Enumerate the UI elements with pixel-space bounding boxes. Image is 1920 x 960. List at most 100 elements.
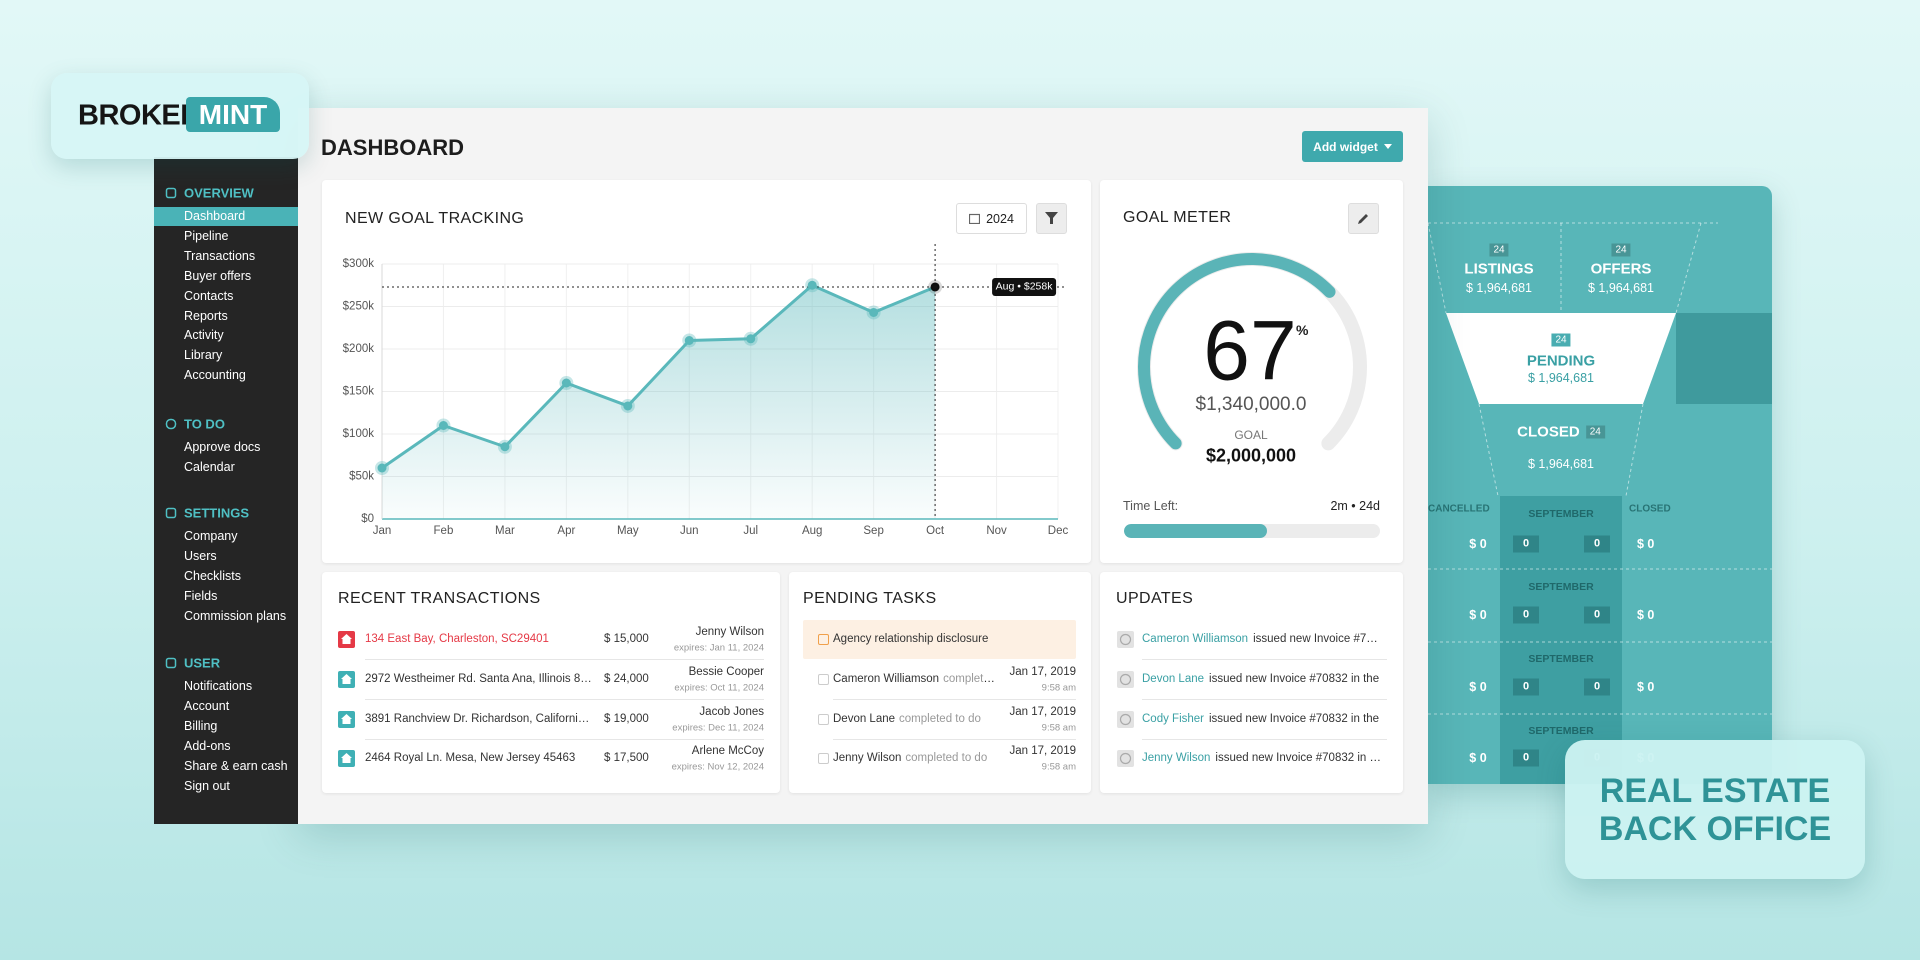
- month-label: SEPTEMBER: [1528, 725, 1594, 737]
- icon-shape: [341, 713, 352, 724]
- time-left-label: Time Left:: [1123, 499, 1179, 513]
- gauge: [1137, 252, 1367, 451]
- x-tick-label: May: [617, 525, 639, 537]
- nav-item[interactable]: Dashboard: [184, 209, 246, 223]
- expires: expires: Oct 11, 2024: [674, 682, 764, 694]
- contact-name: Bessie Cooper: [688, 666, 764, 678]
- nav-item[interactable]: Contacts: [184, 288, 234, 303]
- card-title: UPDATES: [1116, 590, 1194, 607]
- nav-item[interactable]: Commission plans: [184, 608, 287, 623]
- checkbox[interactable]: [818, 633, 829, 645]
- nav-item[interactable]: Fields: [184, 588, 218, 603]
- tasks-card: PENDING TASKS Agency relationship disclos…: [789, 572, 1091, 793]
- column-header: CANCELLED: [1428, 503, 1490, 515]
- row-separator: [833, 739, 1076, 740]
- checkbox[interactable]: [818, 752, 829, 764]
- y-tick-label: $150k: [343, 386, 375, 398]
- time-left: 2m • 24d: [1330, 499, 1380, 513]
- update-name[interactable]: Devon Lane: [1142, 673, 1205, 685]
- badge-line: BACK OFFICE: [1598, 809, 1832, 848]
- updates-card: UPDATES Cameron Williamson issued new Invo…: [1100, 572, 1403, 793]
- icon-shape: [165, 187, 177, 199]
- nav-item[interactable]: Transactions: [184, 248, 256, 263]
- checkbox[interactable]: [818, 713, 829, 725]
- task-date: Jan 17, 2019: [1009, 706, 1076, 718]
- stage-label: CLOSED: [1517, 423, 1580, 441]
- nav-item[interactable]: Calendar: [184, 459, 235, 474]
- nav-item[interactable]: Reports: [184, 308, 228, 323]
- update-name[interactable]: Cody Fisher: [1142, 713, 1204, 725]
- update-text: Cody Fisher issued new Invoice #70832 in …: [1142, 713, 1381, 725]
- edit-button[interactable]: [1348, 203, 1379, 234]
- add-widget-button[interactable]: Add widget: [1302, 131, 1403, 162]
- amount: $ 0: [1469, 537, 1487, 551]
- task-text: Jenny Wilson completed to do: [833, 752, 995, 764]
- update-name[interactable]: Jenny Wilson: [1142, 752, 1211, 764]
- x-tick-label: Mar: [495, 525, 515, 537]
- nav-section-title: TO DO: [184, 416, 225, 432]
- nav-section-title: SETTINGS: [184, 505, 250, 521]
- icon-shape: [341, 752, 352, 763]
- update-icon: [1117, 630, 1134, 648]
- stage-value: $ 1,964,681: [1465, 281, 1533, 295]
- annotation-box: [992, 277, 1057, 296]
- nav-item[interactable]: Users: [184, 548, 217, 563]
- nav-item[interactable]: Account: [184, 698, 230, 713]
- annotation: Aug • $258k: [996, 281, 1054, 293]
- y-tick-label: $100k: [343, 428, 375, 440]
- x-tick-label: Dec: [1048, 525, 1069, 537]
- row-separator: [833, 699, 1076, 700]
- update-icon: [1117, 749, 1134, 767]
- nav-item[interactable]: Billing: [184, 718, 218, 733]
- icon-bg: [1117, 630, 1134, 648]
- task-date: Jan 17, 2019: [1009, 745, 1076, 757]
- nav-item[interactable]: Accounting: [184, 368, 246, 383]
- amount: $ 19,000: [604, 713, 649, 725]
- task-name: Agency relationship disclosure: [833, 633, 989, 645]
- icon-shape: [165, 657, 177, 669]
- count-box: 0: [1584, 535, 1610, 553]
- nav-item[interactable]: Buyer offers: [184, 268, 252, 283]
- icon-shape: [165, 418, 177, 430]
- section-icon: [165, 418, 177, 430]
- section-icon: [165, 187, 177, 199]
- nav-item[interactable]: Pipeline: [184, 228, 229, 243]
- time-bar: [1124, 524, 1380, 538]
- count-box: 0: [1584, 606, 1610, 624]
- amount: $ 24,000: [604, 673, 649, 685]
- task-text: Devon Lane completed to do: [833, 713, 995, 725]
- nav-item[interactable]: Library: [184, 348, 223, 363]
- task-name: Jenny Wilson: [833, 752, 902, 764]
- year-button[interactable]: 2024: [956, 203, 1027, 234]
- address: 2464 Royal Ln. Mesa, New Jersey 45463: [365, 752, 576, 764]
- nav-active: [154, 206, 298, 226]
- x-tick-label: Jun: [680, 525, 699, 537]
- nav-item[interactable]: Sign out: [184, 778, 230, 793]
- update-name[interactable]: Cameron Williamson: [1142, 633, 1249, 645]
- task-date: Jan 17, 2019: [1009, 666, 1076, 678]
- row-separator: [365, 739, 764, 740]
- point: [682, 333, 697, 348]
- nav-item[interactable]: Company: [184, 529, 238, 543]
- nav-item[interactable]: Notifications: [184, 679, 253, 693]
- stage-value: $ 1,964,681: [1527, 371, 1595, 385]
- nav-item[interactable]: Approve docs: [184, 440, 261, 454]
- stage-count: 24: [1489, 243, 1509, 257]
- checkbox[interactable]: [818, 673, 829, 685]
- nav-item[interactable]: Activity: [184, 328, 224, 343]
- nav-item[interactable]: Checklists: [184, 568, 241, 583]
- sidebar: OVERVIEW Dashboard Pipeline Transactions Buy…: [154, 157, 298, 824]
- y-tick-label: $200k: [343, 343, 375, 355]
- nav-item[interactable]: Add-ons: [184, 738, 231, 753]
- time-bar-fill: [1124, 524, 1268, 538]
- nav-section-title: USER: [184, 655, 221, 671]
- goal-meter-card: GOAL METER 67% $1,340,000.0 GOAL $2,000,000 T…: [1100, 180, 1403, 563]
- filter-button[interactable]: [1036, 203, 1067, 234]
- update-icon: [1117, 710, 1134, 728]
- card-title: RECENT TRANSACTIONS: [338, 590, 541, 607]
- nav-item[interactable]: Share & earn cash: [184, 758, 288, 773]
- address: 2972 Westheimer Rd. Santa Ana, Illinois …: [365, 673, 593, 685]
- filter-icon: [1045, 212, 1058, 224]
